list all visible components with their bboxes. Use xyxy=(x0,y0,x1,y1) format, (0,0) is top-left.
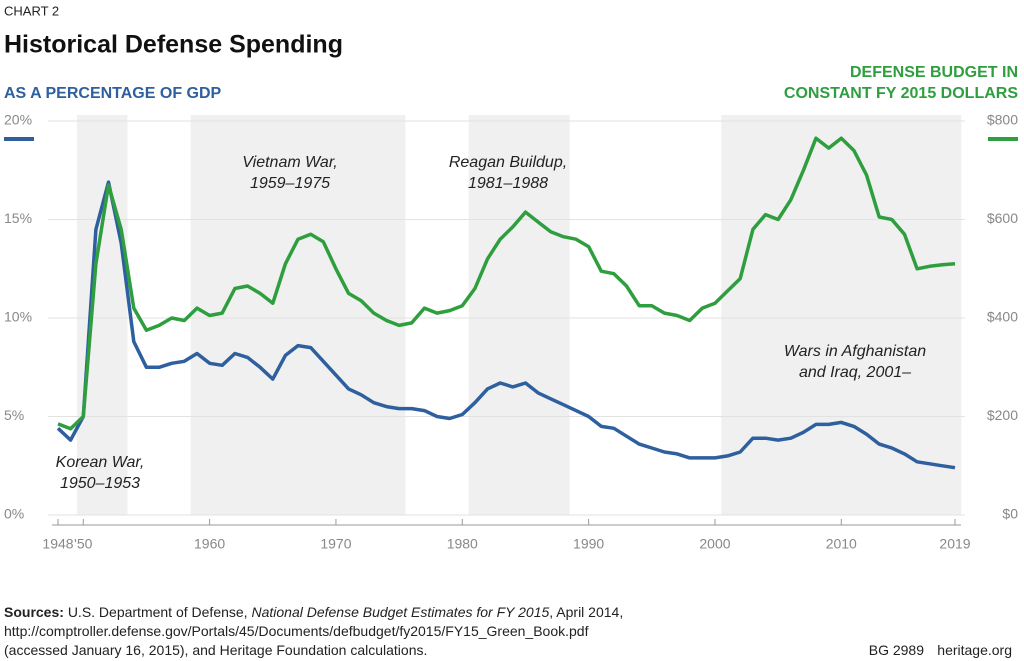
sources-text: , April 2014, xyxy=(549,604,624,620)
y2-tick-label: $0 xyxy=(1002,506,1018,522)
annotation: Vietnam War, xyxy=(242,154,337,171)
report-id: BG 2989 xyxy=(868,642,924,658)
y-tick-label: 5% xyxy=(4,407,24,423)
site: heritage.org xyxy=(937,642,1012,658)
annotation: and Iraq, 2001– xyxy=(799,364,911,381)
annotation: 1981–1988 xyxy=(468,175,548,192)
x-tick-label: 2000 xyxy=(699,536,730,552)
shaded-period xyxy=(190,115,406,515)
y2-tick-label: $800 xyxy=(987,112,1018,128)
x-tick-label: 1948 xyxy=(42,536,73,552)
series-line xyxy=(57,136,956,431)
x-tick-label: 1970 xyxy=(320,536,351,552)
shaded-period xyxy=(721,115,962,515)
sources-label: Sources: xyxy=(4,604,64,620)
y-axis-label: AS A PERCENTAGE OF GDP xyxy=(4,85,222,102)
y2-tick-label: $200 xyxy=(987,407,1018,423)
annotation: 1950–1953 xyxy=(60,475,140,492)
annotation: Reagan Buildup, xyxy=(449,154,567,171)
annotation: 1959–1975 xyxy=(250,175,330,192)
y2-axis-label: DEFENSE BUDGET IN xyxy=(850,64,1018,81)
sources-text: (accessed January 16, 2015), and Heritag… xyxy=(4,642,428,658)
x-tick-label: 2019 xyxy=(939,536,970,552)
y2-axis-label: CONSTANT FY 2015 DOLLARS xyxy=(784,85,1018,102)
shaded-period xyxy=(76,115,128,515)
series-line xyxy=(56,180,956,470)
sources: Sources: U.S. Department of Defense, Nat… xyxy=(4,603,623,660)
y2-tick-label: $400 xyxy=(987,309,1018,325)
chart-title: Historical Defense Spending xyxy=(4,31,343,59)
annotation: Korean War, xyxy=(56,454,145,471)
y-tick-label: 0% xyxy=(4,506,24,522)
shaded-period xyxy=(468,115,570,515)
x-tick-label: 1960 xyxy=(194,536,225,552)
kicker: CHART 2 xyxy=(4,3,59,18)
x-tick-label: 1990 xyxy=(573,536,604,552)
x-tick-label: 2010 xyxy=(826,536,857,552)
y-tick-label: 10% xyxy=(4,309,32,325)
sources-url: http://comptroller.defense.gov/Portals/4… xyxy=(4,623,589,639)
y2-tick-label: $600 xyxy=(987,210,1018,226)
y-tick-label: 20% xyxy=(4,112,32,128)
x-tick-label: '50 xyxy=(74,536,92,552)
sources-publication: National Defense Budget Estimates for FY… xyxy=(251,604,550,620)
x-tick-label: 1980 xyxy=(447,536,478,552)
y-tick-label: 15% xyxy=(4,210,32,226)
sources-text: U.S. Department of Defense, xyxy=(67,604,248,620)
annotation: Wars in Afghanistan xyxy=(784,343,926,360)
